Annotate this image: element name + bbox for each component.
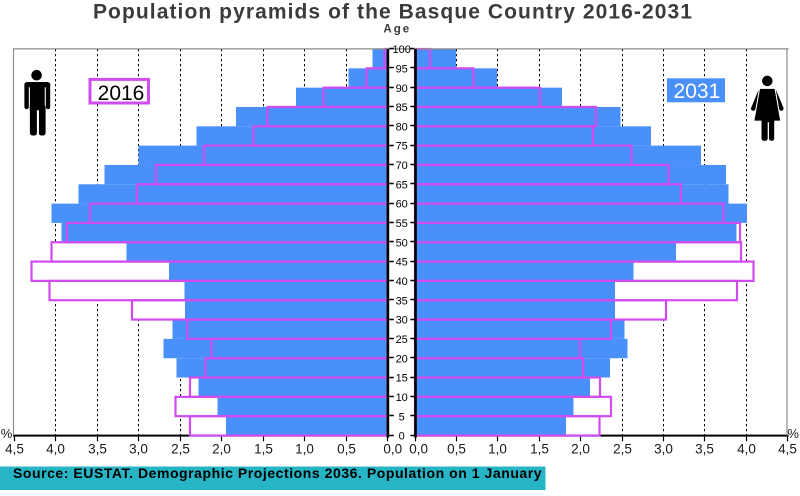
svg-text:3,5: 3,5 [695, 442, 714, 457]
svg-text:0,0: 0,0 [409, 442, 428, 457]
svg-text:100: 100 [393, 44, 411, 56]
svg-text:50: 50 [396, 237, 408, 249]
svg-text:20: 20 [396, 353, 408, 365]
svg-text:5: 5 [399, 411, 405, 423]
svg-text:95: 95 [396, 63, 408, 75]
svg-text:1,0: 1,0 [488, 442, 507, 457]
svg-text:3,0: 3,0 [129, 442, 148, 457]
svg-text:3,0: 3,0 [654, 442, 673, 457]
svg-text:0,5: 0,5 [447, 442, 466, 457]
svg-text:0,5: 0,5 [337, 442, 356, 457]
svg-text:Age: Age [383, 23, 411, 35]
svg-text:75: 75 [396, 141, 408, 153]
svg-text:4,0: 4,0 [46, 442, 65, 457]
svg-text:%: % [1, 426, 13, 441]
svg-text:2,5: 2,5 [171, 442, 190, 457]
svg-text:Population pyramids of the Bas: Population pyramids of the Basque Countr… [93, 0, 693, 23]
svg-text:2016: 2016 [98, 82, 145, 105]
svg-text:4,5: 4,5 [778, 442, 797, 457]
svg-text:25: 25 [396, 334, 408, 346]
svg-text:45: 45 [396, 257, 408, 269]
svg-text:15: 15 [396, 373, 408, 385]
svg-text:70: 70 [396, 160, 408, 172]
svg-text:40: 40 [396, 276, 408, 288]
svg-text:1,5: 1,5 [530, 442, 549, 457]
svg-text:2031: 2031 [674, 80, 721, 103]
svg-text:%: % [787, 426, 799, 441]
svg-text:90: 90 [396, 83, 408, 95]
svg-text:80: 80 [396, 121, 408, 133]
svg-text:Source: EUSTAT. Demographic Pr: Source: EUSTAT. Demographic Projections … [13, 465, 542, 481]
svg-text:85: 85 [396, 102, 408, 114]
svg-text:4,0: 4,0 [737, 442, 756, 457]
svg-text:2,5: 2,5 [613, 442, 632, 457]
svg-text:55: 55 [396, 218, 408, 230]
svg-text:60: 60 [396, 199, 408, 211]
svg-text:1,0: 1,0 [295, 442, 314, 457]
svg-text:10: 10 [396, 392, 408, 404]
svg-text:35: 35 [396, 295, 408, 307]
svg-text:3,5: 3,5 [88, 442, 107, 457]
svg-text:2,0: 2,0 [571, 442, 590, 457]
svg-text:4,5: 4,5 [5, 442, 24, 457]
svg-text:2,0: 2,0 [212, 442, 231, 457]
svg-text:0,0: 0,0 [383, 442, 402, 457]
svg-text:1,5: 1,5 [254, 442, 273, 457]
svg-text:30: 30 [396, 315, 408, 327]
svg-text:65: 65 [396, 179, 408, 191]
svg-text:0: 0 [399, 431, 405, 443]
